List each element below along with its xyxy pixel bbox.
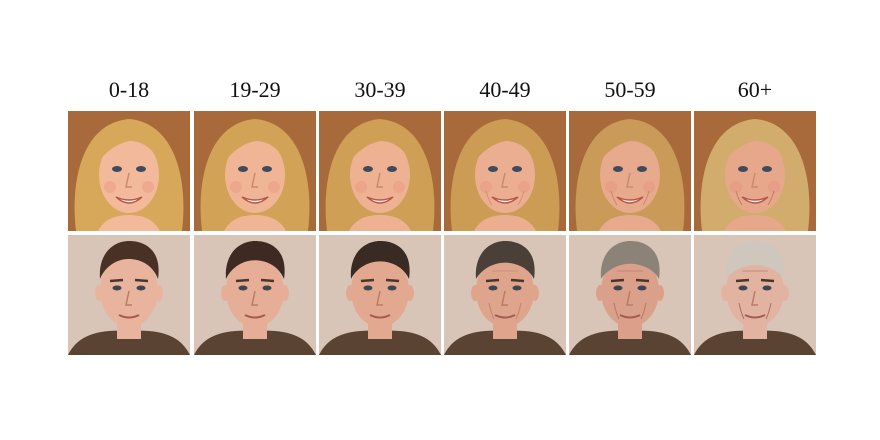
age-label-30-39: 30-39 bbox=[354, 77, 406, 102]
female-face-4 bbox=[444, 111, 566, 231]
female-face-3 bbox=[319, 111, 441, 231]
age-label-19-29: 19-29 bbox=[229, 77, 281, 102]
female-face-1 bbox=[68, 111, 190, 231]
male-face-6 bbox=[694, 235, 816, 355]
age-label-40-49: 40-49 bbox=[479, 77, 531, 102]
female-face-6 bbox=[694, 111, 816, 231]
male-face-4 bbox=[444, 235, 566, 355]
female-face-5 bbox=[569, 111, 691, 231]
age-label-50-59: 50-59 bbox=[604, 77, 656, 102]
male-face-5 bbox=[569, 235, 691, 355]
age-label-0-18: 0-18 bbox=[108, 77, 150, 102]
male-face-2 bbox=[194, 235, 316, 355]
age-label-60-plus: 60+ bbox=[737, 77, 773, 102]
male-face-3 bbox=[319, 235, 441, 355]
male-face-1 bbox=[68, 235, 190, 355]
female-face-2 bbox=[194, 111, 316, 231]
